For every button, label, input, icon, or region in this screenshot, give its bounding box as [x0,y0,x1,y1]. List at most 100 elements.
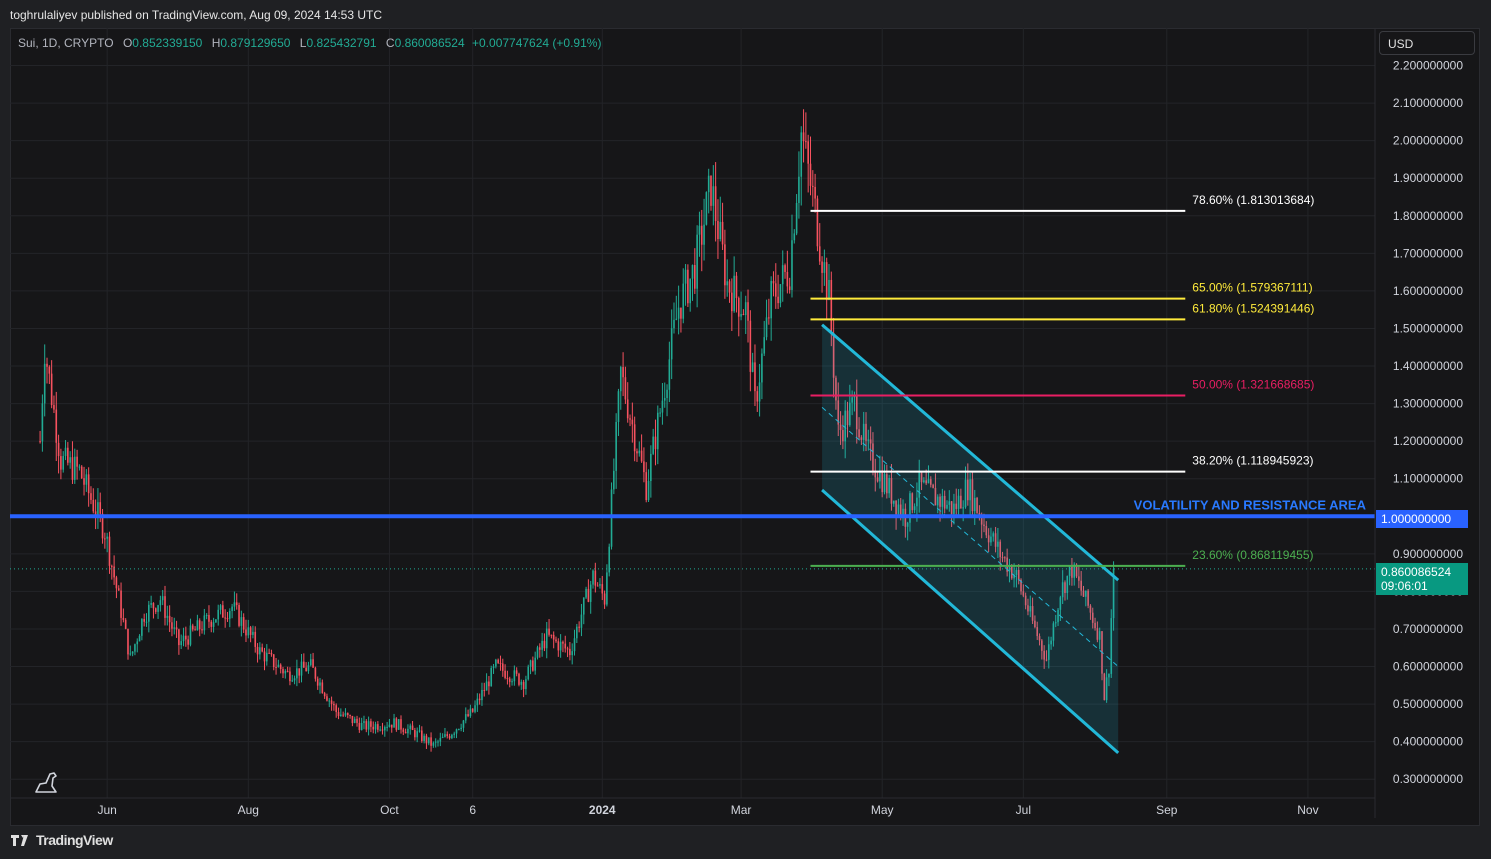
candle-body [571,651,574,656]
candle-body [152,603,155,609]
candle-body [825,262,828,301]
candle-body [157,605,159,612]
candle-body [1036,627,1039,637]
candle-body [388,724,391,727]
candle-body [344,713,347,716]
candle-body [638,450,641,454]
candle-body [619,367,622,392]
candle-body [117,588,120,591]
fib-level-label: 38.20% (1.118945923) [1192,454,1313,468]
candle-body [656,412,659,450]
candle-body [744,302,747,316]
candle-body [441,736,444,738]
candle-body [53,405,55,410]
price-tick-label: 1.600000000 [1393,284,1463,298]
price-tick-label: 2.000000000 [1393,134,1463,148]
candle-body [835,377,837,401]
candle-body [525,679,527,690]
candle-body [920,472,923,483]
low-label: L [299,36,307,50]
candle-body [659,412,661,414]
candle-body [1008,566,1011,572]
time-tick-label: Nov [1297,803,1318,817]
candle-body [668,359,671,390]
candle-body [973,497,976,512]
candle-body [631,419,634,425]
candle-body [367,721,370,730]
candle-body [316,678,319,686]
candle-body [557,641,560,651]
candle-body [733,275,735,312]
candle-body [346,713,349,716]
candle-body [872,443,874,471]
candle-body [624,377,627,400]
candle-body [1047,644,1050,660]
bar-countdown: 09:06:01 [1381,579,1428,593]
candle-body [226,618,229,620]
candle-body [520,681,523,685]
candle-body [1052,623,1055,641]
candle-body [663,397,666,401]
candle-body [233,602,236,607]
candle-body [987,535,990,543]
time-tick-label: 6 [469,803,476,817]
candle-body [300,661,303,676]
candle-body [925,480,927,484]
candle-body [353,718,356,724]
candle-body [46,363,48,367]
candle-body [1004,557,1006,559]
candle-body [869,439,872,444]
candle-body [50,373,53,406]
candle-body [749,320,752,372]
candle-body [740,314,742,317]
candle-body [643,461,645,473]
candle-body [936,496,939,506]
candle-body [832,333,835,378]
candle-body [164,596,166,618]
candle-body [203,615,206,631]
candle-body [284,671,287,674]
candle-body [150,603,152,605]
candle-body [309,659,312,666]
currency-button[interactable]: USD [1379,31,1475,55]
candle-body [90,493,92,500]
candle-body [670,328,673,360]
candle-body [240,617,243,626]
candle-body [129,653,132,655]
symbol-label[interactable]: Sui, 1D, CRYPTO [18,36,114,50]
candle-body [1041,640,1043,651]
candle-body [307,665,310,672]
tradingview-footer[interactable]: TradingView [10,832,113,848]
candle-body [564,643,567,649]
candle-body [370,721,372,727]
candle-body [446,734,449,737]
candle-body [205,615,208,617]
time-tick-label: Sep [1156,803,1178,817]
candle-body [997,541,999,547]
candle-body [198,620,201,630]
candle-body [60,456,62,470]
candle-body [585,588,587,598]
candle-body [811,185,814,187]
candle-body [238,605,240,626]
candle-body [495,659,497,667]
candle-body [781,265,784,285]
candle-body [918,472,921,498]
candle-body [39,441,41,443]
candle-body [1045,659,1048,661]
candle-body [747,302,749,321]
candle-body [805,141,807,143]
channel-midline [821,406,1119,667]
candle-body [358,722,361,730]
candle-body [1091,612,1094,623]
time-tick-label: Mar [731,803,752,817]
dino-icon [35,772,57,793]
candle-body [113,566,115,578]
price-chart[interactable]: 78.60% (1.813013684) 65.00% (1.579367111)… [10,28,1480,826]
candle-body [839,424,842,431]
candle-body [1061,582,1064,598]
candle-body [534,657,536,671]
candle-body [934,487,937,506]
candle-body [1054,622,1057,624]
candle-body [122,617,125,620]
